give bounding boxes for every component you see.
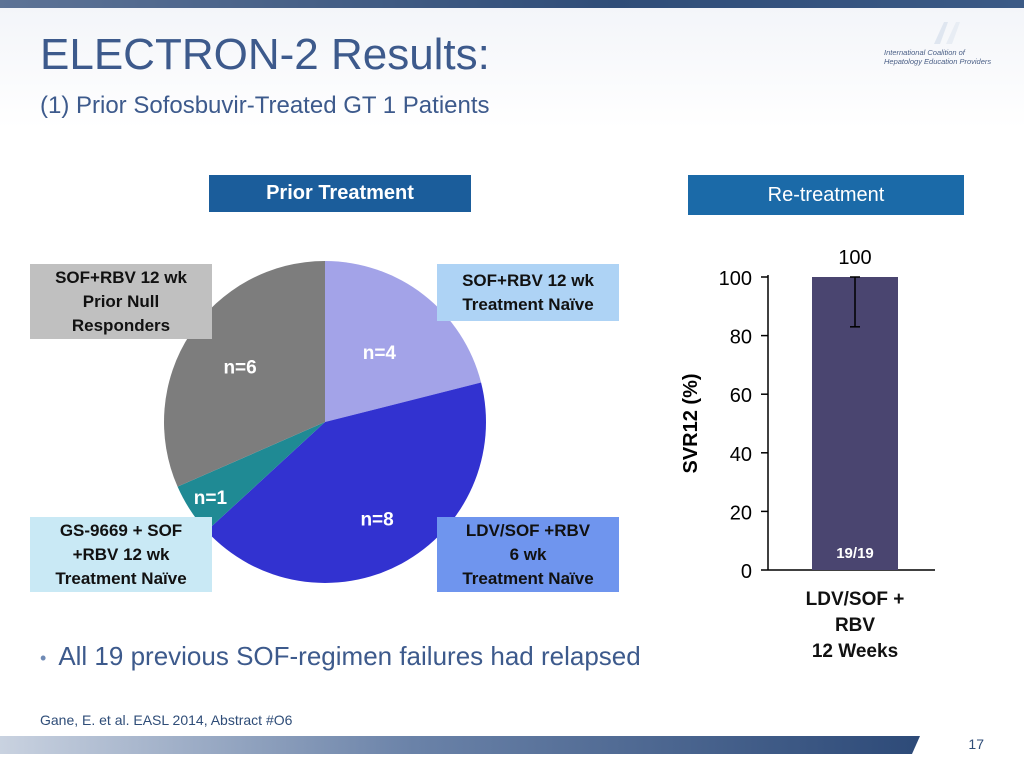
y-tick-label-40: 40: [730, 444, 752, 466]
bar-inner-label: 19/19: [836, 545, 874, 562]
y-axis-title: SVR12 (%): [680, 373, 702, 473]
label-ldv-line-1: LDV/SOF +RBV: [465, 520, 591, 540]
label-naive-line-2: Treatment Naïve: [462, 294, 594, 314]
label-naive-line-1: SOF+RBV 12 wk: [462, 270, 594, 290]
bullet-point: • All 19 previous SOF-regimen failures ha…: [40, 641, 641, 672]
citation: Gane, E. et al. EASL 2014, Abstract #O6: [40, 712, 293, 728]
bar-category-line-2: RBV: [834, 615, 876, 636]
bottom-accent-bar: [0, 736, 920, 754]
logo-line-1: International Coalition of: [884, 48, 965, 57]
label-gs-line-3: Treatment Naïve: [55, 568, 187, 588]
y-tick-label-80: 80: [730, 327, 752, 349]
label-treatment-naive: SOF+RBV 12 wk Treatment Naïve: [437, 264, 619, 321]
label-null-line-3: Responders: [71, 315, 171, 335]
label-ldv-line-3: Treatment Naïve: [462, 568, 594, 588]
bar-category-line-1: LDV/SOF +: [805, 589, 905, 610]
page-subtitle: (1) Prior Sofosbuvir-Treated GT 1 Patien…: [40, 92, 490, 119]
pie-slice-label-1: n=4: [363, 343, 397, 364]
label-null-responders: SOF+RBV 12 wk Prior Null Responders: [30, 264, 212, 339]
label-null-line-1: SOF+RBV 12 wk: [55, 267, 187, 287]
bullet-dot-icon: •: [40, 647, 47, 668]
y-tick-label-20: 20: [730, 502, 752, 524]
pie-slice-3: [177, 422, 325, 532]
logo-line-2: Hepatology Education Providers: [884, 57, 992, 66]
pie-slice-2: [206, 382, 487, 584]
y-tick-label-60: 60: [730, 385, 752, 407]
bar-value-label: 100: [838, 247, 871, 269]
pie-slice-label-3: n=1: [194, 488, 228, 509]
bullet-text: All 19 previous SOF-regimen failures had…: [58, 641, 641, 671]
y-tick-label-0: 0: [741, 561, 752, 583]
page-number: 17: [968, 736, 984, 752]
bar-category-line-3: 12 Weeks: [811, 641, 899, 662]
label-gs-line-1: GS-9669 + SOF: [59, 520, 183, 540]
label-gs-line-2: +RBV 12 wk: [72, 544, 170, 564]
y-tick-label-100: 100: [719, 268, 752, 290]
retreatment-header: Re-treatment: [688, 175, 964, 215]
label-ldv-sof: LDV/SOF +RBV 6 wk Treatment Naïve: [437, 517, 619, 592]
pie-slice-label-4: n=6: [223, 358, 256, 379]
icehep-logo-icon: [934, 22, 960, 44]
logo-text: International Coalition of Hepatology Ed…: [884, 48, 1004, 66]
pie-slice-label-2: n=8: [360, 509, 393, 530]
label-ldv-line-2: 6 wk: [509, 544, 547, 564]
page-title: ELECTRON-2 Results:: [40, 30, 490, 79]
label-null-line-2: Prior Null: [82, 291, 160, 311]
prior-treatment-header: Prior Treatment: [209, 175, 471, 212]
pie-slice-1: [325, 261, 482, 422]
header-background: [0, 8, 1024, 128]
label-gs9669: GS-9669 + SOF +RBV 12 wk Treatment Naïve: [30, 517, 212, 592]
top-accent-bar: [0, 0, 1024, 8]
bar-category-label: LDV/SOF + RBV 12 Weeks: [770, 587, 940, 665]
